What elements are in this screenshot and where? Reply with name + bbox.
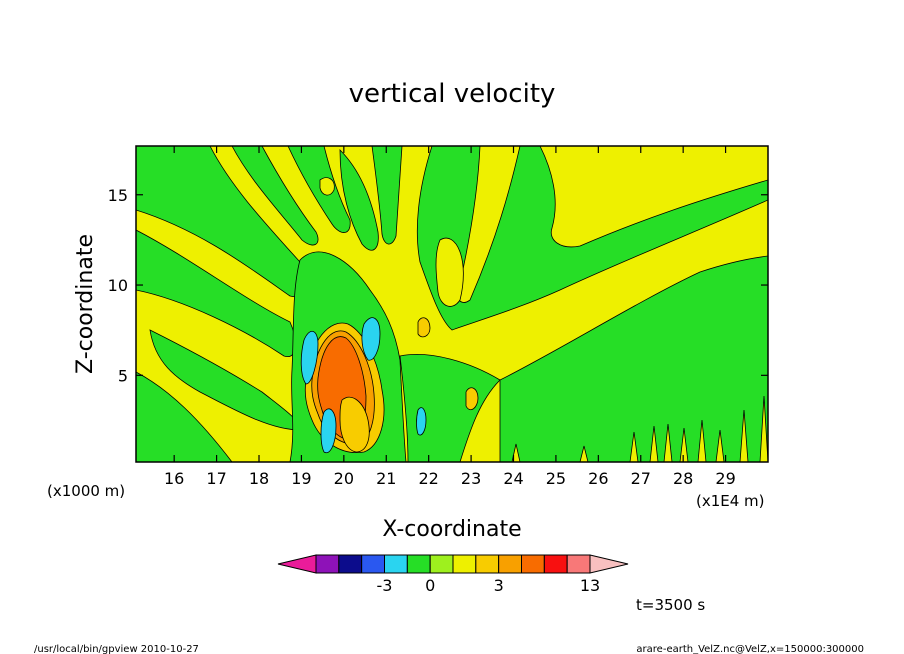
plot-frame [135,145,769,463]
contour-yellow-streak-2 [435,237,464,307]
contour-downdraft-1 [361,317,381,361]
y-axis: 5 10 15 [108,186,768,385]
x-tick-label: 16 [164,469,184,488]
chart-title: vertical velocity [349,79,556,109]
x-tick-label: 22 [418,469,438,488]
x-tick-label: 19 [291,469,311,488]
footer-right: arare-earth_VelZ.nc@VelZ,x=150000:300000 [636,644,864,654]
y-axis-label: Z-coordinate [73,234,98,374]
y-tick-label: 5 [118,366,128,385]
colorbar-tick-label: 0 [425,576,435,595]
x-tick-label: 20 [334,469,354,488]
colorbar-min-arrow [277,554,317,574]
contour-spot-1 [417,317,431,338]
colorbar-segment [406,554,431,574]
contour-yellow-streak-1 [457,146,521,303]
contour-updraft-lower-cell [339,396,370,453]
plot-area [135,145,769,463]
colorbar-segment [521,554,545,574]
x-tick-label: 26 [588,469,608,488]
footer-left: /usr/local/bin/gpview 2010-10-27 [34,644,199,654]
colorbar [277,554,629,574]
contour-yellow-upper-right [539,146,768,248]
colorbar-labels: -3 0 3 13 [377,576,601,595]
colorbar-segment [429,554,454,574]
contour-green-mid-strip [399,354,501,462]
contour-green-right-lower [499,255,768,462]
colorbar-tick-label: 13 [580,576,600,595]
contour-spot-3 [319,177,335,196]
x-tick-label: 17 [206,469,226,488]
colorbar-max-arrow [589,554,629,574]
colorbar-segment [475,554,500,574]
y-tick-label: 15 [108,186,128,205]
x-tick-label: 21 [376,469,396,488]
colorbar-tick-label: -3 [377,576,393,595]
colorbar-segment [315,554,340,574]
x-tick-label: 24 [503,469,523,488]
x-axis-label: X-coordinate [382,517,521,542]
colorbar-segment [384,554,408,574]
colorbar-segment [361,554,385,574]
contour-spot-2 [465,387,479,411]
contour-downdraft-4 [416,407,427,436]
contour-green-upper-2 [287,146,351,233]
x-unit-left: (x1000 m) [47,482,125,500]
x-tick-label: 29 [715,469,735,488]
x-tick-label: 25 [546,469,566,488]
colorbar-segment [566,554,591,574]
x-tick-label: 18 [249,469,269,488]
x-axis: 16 17 18 19 20 21 22 23 24 25 26 27 28 29 [164,146,736,488]
colorbar-segment [338,554,363,574]
colorbar-segment [452,554,477,574]
time-label: t=3500 s [636,596,705,614]
contour-downdraft-3 [320,408,337,454]
colorbar-tick-label: 3 [494,576,504,595]
contour-green-upper-4 [371,146,403,245]
contour-yellow-lower-spikes [511,395,768,462]
contour-green-upper-1 [231,146,319,246]
contour-downdraft-2 [300,331,319,385]
x-tick-label: 23 [461,469,481,488]
y-tick-label: 10 [108,276,128,295]
x-tick-label: 28 [673,469,693,488]
colorbar-segment [543,554,568,574]
x-unit-right: (x1E4 m) [696,492,765,510]
contour-green-upper-3 [339,149,379,251]
colorbar-segment [498,554,522,574]
x-tick-label: 27 [631,469,651,488]
